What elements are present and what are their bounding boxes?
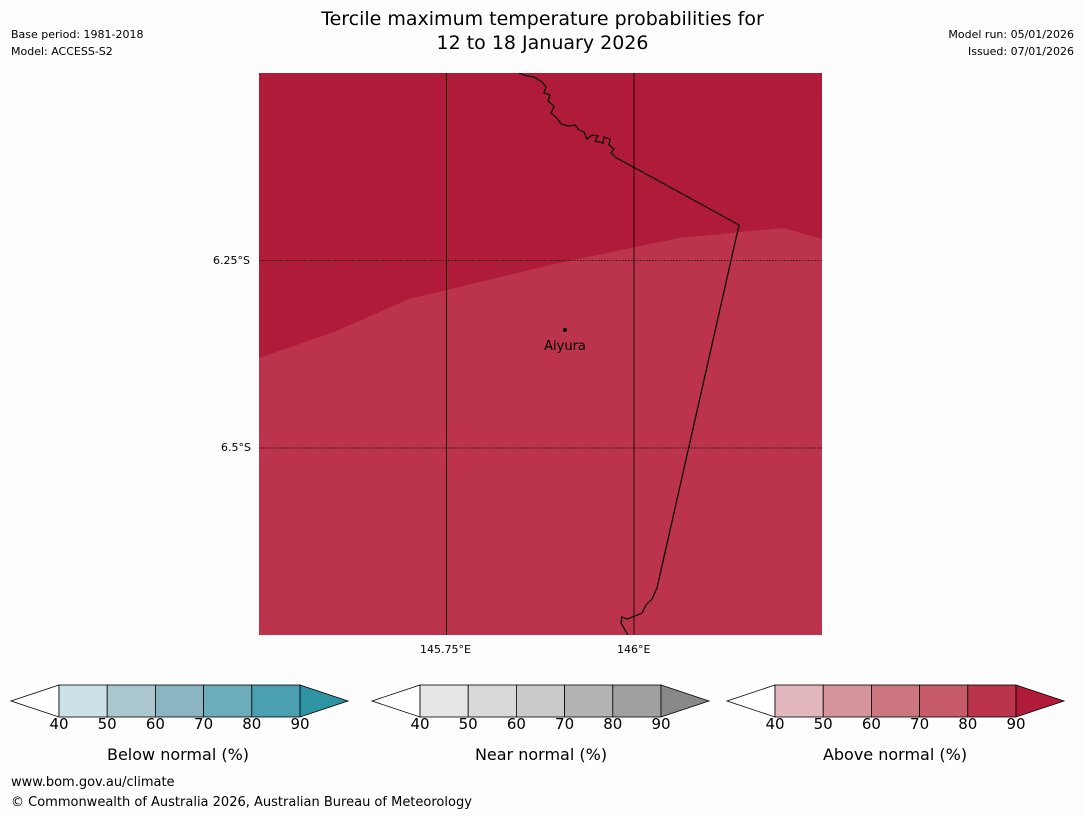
colorbar-near-band <box>419 684 469 718</box>
colorbar-above-tick-label: 80 <box>958 715 977 730</box>
colorbar-above-ticks: 40 50 60 70 80 90 <box>765 715 1025 730</box>
colorbar-near-band <box>467 684 517 718</box>
footer-url: www.bom.gov.au/climate <box>11 775 175 790</box>
colorbar-below-band <box>203 684 253 718</box>
colorbar-below-tick-label: 40 <box>49 715 68 730</box>
colorbar-below-tick-label: 80 <box>242 715 261 730</box>
lat-label-6-25: 6.25°S <box>213 254 250 267</box>
colorbar-below-band <box>106 684 156 718</box>
aiyura-label: Aiyura <box>544 339 586 354</box>
aiyura-marker <box>563 328 567 332</box>
colorbar-above-tick-label: 70 <box>910 715 929 730</box>
base-period: Base period: 1981-2018 <box>11 28 144 41</box>
colorbar-near-band <box>612 684 662 718</box>
colorbar-below-shapes <box>9 684 350 718</box>
colorbar-below-low-extend <box>9 684 60 718</box>
meta-right: Model run: 05/01/2026 Issued: 07/01/2026 <box>948 26 1074 60</box>
title-line-2: 12 to 18 January 2026 <box>436 32 649 54</box>
colorbar-near-label: Near normal (%) <box>474 745 608 764</box>
colorbar-below-tick-label: 60 <box>146 715 165 730</box>
colorbar-above-band <box>870 684 920 718</box>
colorbar-below-high-extend <box>299 684 350 718</box>
title-line-1: Tercile maximum temperature probabilitie… <box>321 8 764 30</box>
lat-label-6-5: 6.5°S <box>221 441 251 454</box>
colorbar-below-tick-label: 90 <box>290 715 309 730</box>
region-above-70-80 <box>259 228 822 635</box>
colorbar-near-shapes <box>370 684 711 718</box>
colorbar-near-tick-label: 60 <box>507 715 526 730</box>
colorbar-below-band <box>154 684 204 718</box>
colorbar-near-band <box>564 684 614 718</box>
colorbar-above-band <box>967 684 1017 718</box>
colorbar-below-tick-label: 50 <box>98 715 117 730</box>
colorbar-above-low-extend <box>725 684 776 718</box>
colorbar-above: 40 50 60 70 80 90 <box>725 684 1066 730</box>
issued-date: Issued: 07/01/2026 <box>967 45 1074 58</box>
colorbar-above-high-extend <box>1015 684 1066 718</box>
colorbar-near-tick-label: 80 <box>603 715 622 730</box>
colorbar-near-band <box>515 684 565 718</box>
colorbar-below-band <box>251 684 301 718</box>
colorbar-above-tick-label: 90 <box>1006 715 1025 730</box>
colorbar-near-tick-label: 40 <box>410 715 429 730</box>
colorbar-near-tick-label: 90 <box>651 715 670 730</box>
coastline-border <box>518 73 740 635</box>
colorbar-above-shapes <box>725 684 1066 718</box>
forecast-map: Aiyura <box>259 73 822 635</box>
colorbar-below-ticks: 40 50 60 70 80 90 <box>49 715 309 730</box>
colorbar-near-ticks: 40 50 60 70 80 90 <box>410 715 670 730</box>
colorbar-above-tick-label: 50 <box>814 715 833 730</box>
colorbar-above-tick-label: 40 <box>765 715 784 730</box>
colorbar-above-tick-label: 60 <box>862 715 881 730</box>
colorbar-below-band <box>58 684 108 718</box>
lon-label-146: 146°E <box>617 643 651 656</box>
colorbar-above-band <box>822 684 872 718</box>
colorbar-near-high-extend <box>660 684 711 718</box>
colorbar-below-label: Below normal (%) <box>106 745 250 764</box>
map-title: Tercile maximum temperature probabilitie… <box>0 7 1085 55</box>
colorbar-near-tick-label: 50 <box>459 715 478 730</box>
colorbar-above-band <box>774 684 824 718</box>
colorbar-above-band <box>919 684 969 718</box>
model-name: Model: ACCESS-S2 <box>11 45 113 58</box>
colorbar-below-tick-label: 70 <box>194 715 213 730</box>
colorbar-near: 40 50 60 70 80 90 <box>370 684 711 730</box>
colorbar-below: 40 50 60 70 80 90 <box>9 684 350 730</box>
lon-label-145-75: 145.75°E <box>420 643 471 656</box>
colorbar-near-tick-label: 70 <box>555 715 574 730</box>
colorbar-near-low-extend <box>370 684 421 718</box>
footer-copyright: © Commonwealth of Australia 2026, Austra… <box>11 795 472 810</box>
model-run: Model run: 05/01/2026 <box>948 28 1074 41</box>
meta-left: Base period: 1981-2018 Model: ACCESS-S2 <box>11 26 143 60</box>
colorbar-above-label: Above normal (%) <box>822 745 968 764</box>
